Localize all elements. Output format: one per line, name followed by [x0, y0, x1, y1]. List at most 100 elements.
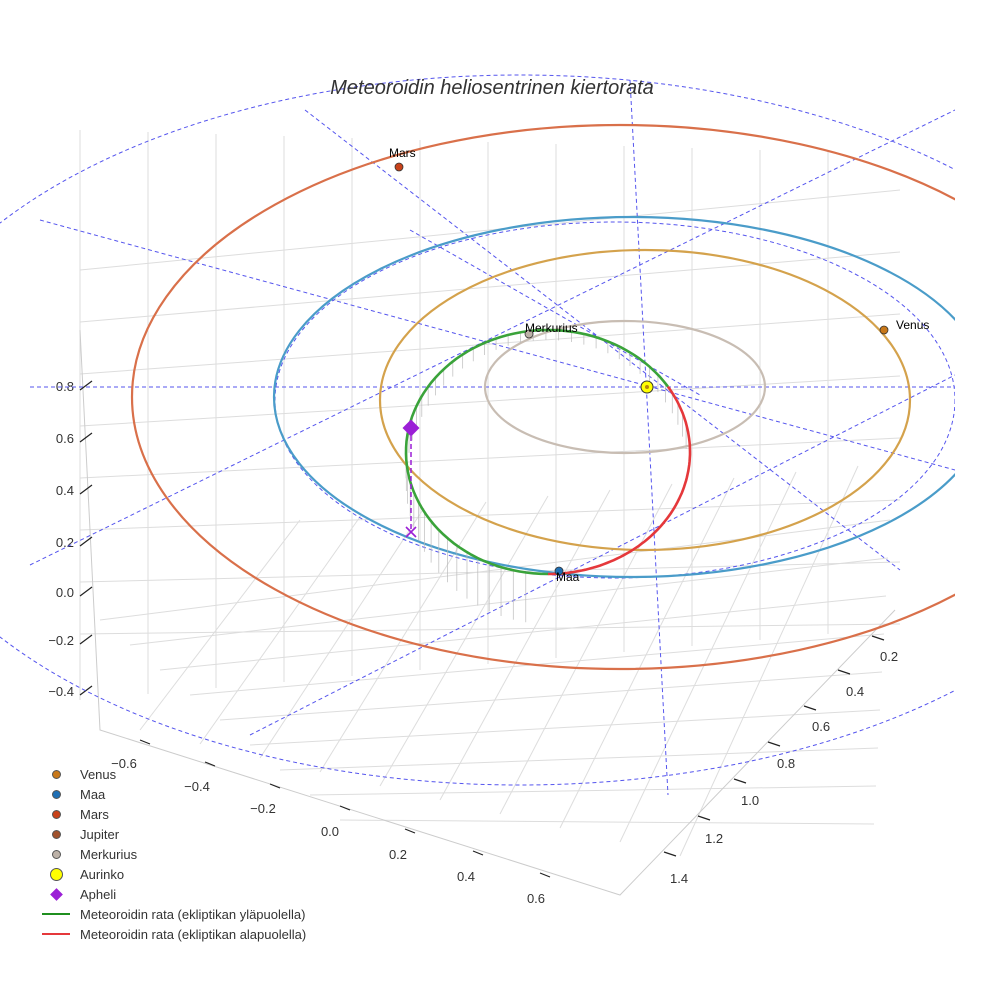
- y-tick-label: 0.2: [880, 649, 898, 664]
- z-tick-label: −0.4: [48, 684, 74, 699]
- orbit-mars: [131, 123, 955, 671]
- grid-line: [79, 375, 901, 427]
- grid-line: [79, 561, 901, 583]
- legend-label: Apheli: [80, 886, 117, 902]
- y-tick-label: 1.2: [705, 831, 723, 846]
- legend-marker-dot: [40, 804, 72, 824]
- sun-center: [645, 385, 649, 389]
- x-tick-label: 0.2: [389, 847, 407, 862]
- stem-layer: [405, 330, 687, 623]
- grid-line: [679, 465, 859, 857]
- x-tick-mark: [472, 850, 484, 856]
- grid-line: [339, 819, 875, 825]
- grid-line: [259, 507, 425, 759]
- legend-label: Maa: [80, 786, 106, 802]
- legend-label: Jupiter: [80, 826, 120, 842]
- grid-line: [79, 251, 901, 323]
- y-tick-label: 1.0: [741, 793, 759, 808]
- y-tick-mark: [697, 815, 711, 821]
- z-tick-label: 0.6: [56, 431, 74, 446]
- y-tick-mark: [767, 741, 781, 747]
- legend-item: Jupiter: [40, 824, 306, 844]
- legend-item: Venus: [40, 764, 306, 784]
- legend-item: Maa: [40, 784, 306, 804]
- legend-item: Meteoroidin rata (ekliptikan yläpuolella…: [40, 904, 306, 924]
- legend-label: Aurinko: [80, 866, 125, 882]
- grid-line: [379, 495, 549, 787]
- legend-label: Venus: [80, 766, 117, 782]
- y-tick-mark: [803, 705, 817, 711]
- axes-layer: 0.8 0.6 0.4 0.2 0.0 −0.2 −0.4 −0.6 −0.4 −0.2 0.0 0.…: [48, 329, 898, 906]
- z-tick-label: 0.8: [56, 379, 74, 394]
- aphelion-projection: [405, 526, 417, 538]
- z-tick-mark: [79, 586, 93, 597]
- legend-item: Aurinko: [40, 864, 306, 884]
- legend-marker-dot: [40, 764, 72, 784]
- legend-item: Merkurius: [40, 844, 306, 864]
- guide-spoke: [409, 229, 701, 396]
- z-tick-label: −0.2: [48, 633, 74, 648]
- y-tick-label: 0.4: [846, 684, 864, 699]
- marker-layer: Merkurius Venus Maa Mars: [389, 146, 929, 584]
- grid-line: [79, 499, 901, 531]
- z-tick-mark: [79, 484, 93, 495]
- y-tick-mark: [733, 778, 747, 784]
- grid-line: [499, 483, 673, 815]
- grid-line: [309, 785, 877, 796]
- grid-line: [279, 747, 879, 771]
- grid-line: [219, 671, 883, 721]
- guide-spoke: [304, 109, 901, 571]
- grid-line: [249, 709, 881, 746]
- legend-item: Meteoroidin rata (ekliptikan alapuolella…: [40, 924, 306, 944]
- y-tick-mark: [663, 851, 677, 857]
- grid-line: [139, 519, 301, 731]
- grid-line: [559, 477, 735, 829]
- orbit-merkurius: [483, 319, 767, 455]
- grid-line: [79, 189, 901, 271]
- x-tick-mark: [139, 739, 151, 745]
- x-tick-label: 0.0: [321, 824, 339, 839]
- x-tick-label: −0.2: [250, 801, 276, 816]
- x-tick-label: −0.6: [111, 756, 137, 771]
- grid-line: [159, 595, 887, 671]
- planet-merkurius: [524, 329, 534, 339]
- guide-spoke: [29, 109, 955, 566]
- legend-label: Meteoroidin rata (ekliptikan alapuolella…: [80, 926, 307, 942]
- grid-line: [99, 519, 891, 621]
- grid-line: [79, 313, 901, 375]
- legend-marker-dot: [40, 824, 72, 844]
- meteor-orbit-above: [404, 328, 669, 576]
- planet-venus: [879, 325, 889, 335]
- grid-line: [439, 489, 611, 801]
- planet-maa: [554, 566, 564, 576]
- legend-label: Meteoroidin rata (ekliptikan yläpuolella…: [80, 906, 306, 922]
- grid-line: [79, 623, 901, 635]
- aphelion-marker: [402, 419, 420, 437]
- y-tick-mark: [871, 635, 885, 641]
- x-tick-label: 0.6: [527, 891, 545, 906]
- orbit-maa: [273, 215, 955, 579]
- grid-line: [319, 501, 487, 773]
- legend-marker-dot: [40, 784, 72, 804]
- planet-label-venus: Venus: [896, 318, 929, 332]
- legend-marker-diamond: [40, 884, 72, 904]
- y-tick-label: 0.6: [812, 719, 830, 734]
- z-tick-mark: [79, 380, 93, 391]
- legend-label: Merkurius: [80, 846, 138, 862]
- x-tick-mark: [404, 828, 416, 834]
- x-tick-label: 0.4: [457, 869, 475, 884]
- planet-mars: [394, 162, 404, 172]
- x-tick-mark: [539, 872, 551, 878]
- legend-label: Mars: [80, 806, 109, 822]
- legend: Venus Maa Mars Jupiter Merkurius Aurinko Aphel…: [40, 764, 306, 944]
- z-tick-label: 0.2: [56, 535, 74, 550]
- x-tick-mark: [204, 761, 216, 767]
- grid-layer: [79, 130, 901, 857]
- orbit-venus: [378, 248, 912, 552]
- y-tick-label: 1.4: [670, 871, 688, 886]
- y-tick-label: 0.8: [777, 756, 795, 771]
- meteor-orbit-below: [548, 385, 692, 576]
- grid-line: [79, 437, 901, 479]
- z-tick-mark: [79, 432, 93, 443]
